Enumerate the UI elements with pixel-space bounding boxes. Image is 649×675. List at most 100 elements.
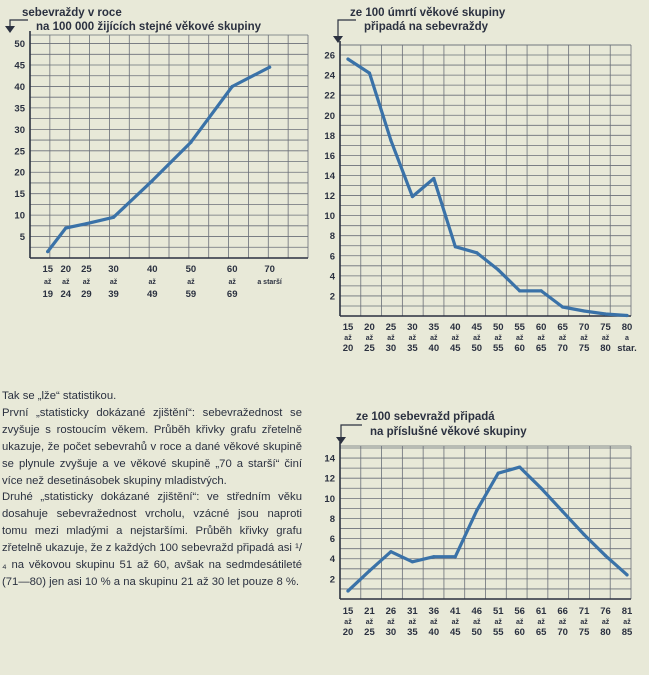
data-point <box>346 57 350 61</box>
x-tick-label-mid: až <box>537 335 545 342</box>
x-tick-label: 70 <box>579 322 590 333</box>
x-tick-label-bottom: 49 <box>147 289 158 300</box>
data-point <box>410 560 414 564</box>
x-tick-label-bottom: 35 <box>407 343 418 354</box>
x-tick-label-mid: až <box>387 335 395 342</box>
text-paragraph-1: První „statisticky dokázané zjištění“: s… <box>2 406 302 487</box>
x-tick-label: 21 <box>364 606 375 617</box>
chart-2-svg: ze 100 úmrtí věkové skupiny připadá na se… <box>324 7 637 354</box>
x-tick-label-mid: až <box>495 619 503 626</box>
x-tick-label-mid: až <box>559 335 567 342</box>
x-tick-label-bottom: 75 <box>579 343 590 354</box>
x-tick-label: 80 <box>622 322 633 333</box>
x-tick-label: 25 <box>81 264 92 275</box>
chart-title: ze 100 sebevražd připadá <box>356 411 495 423</box>
y-tick-label: 22 <box>324 91 335 102</box>
x-tick-label-bottom: 69 <box>227 289 238 300</box>
x-tick-label-bottom: 65 <box>536 343 547 354</box>
x-tick-label-mid: a starší <box>257 279 283 286</box>
x-tick-label-bottom: 39 <box>108 289 119 300</box>
y-tick-label: 30 <box>14 125 25 136</box>
x-tick-label-bottom: 70 <box>557 343 568 354</box>
data-point <box>150 179 154 183</box>
x-tick-label-bottom: 75 <box>579 627 590 638</box>
x-tick-label-mid: až <box>430 335 438 342</box>
data-point <box>475 251 479 255</box>
x-tick-label-bottom: 80 <box>600 343 611 354</box>
x-tick-label-mid: až <box>623 619 631 626</box>
x-tick-label-mid: až <box>516 335 524 342</box>
data-point <box>389 138 393 142</box>
y-tick-label: 14 <box>324 171 335 182</box>
x-tick-label-bottom: 65 <box>536 627 547 638</box>
x-tick-label-mid: až <box>559 619 567 626</box>
x-tick-label: 70 <box>264 264 275 275</box>
x-tick-label-mid: až <box>452 619 460 626</box>
x-tick-label: 30 <box>407 322 418 333</box>
chart-subtitle: na příslušné věkové skupiny <box>370 426 527 438</box>
data-point <box>111 215 116 219</box>
chart-3-svg: ze 100 sebevražd připadá na příslušné věk… <box>324 411 633 638</box>
x-tick-label: 45 <box>471 322 482 333</box>
data-point <box>625 573 629 577</box>
text-paragraph-2: Druhé „statisticky dokázané zjištění“: v… <box>2 491 302 588</box>
chart-grid <box>340 44 632 316</box>
data-line <box>46 65 272 254</box>
x-tick-label-bottom: 45 <box>450 343 461 354</box>
data-point <box>432 176 436 181</box>
chart-subtitle: na 100 000 žijících stejné věkové skupin… <box>36 21 262 33</box>
x-tick-label-bottom: star. <box>617 343 637 354</box>
y-tick-label: 4 <box>330 271 336 282</box>
x-tick-label-bottom: 59 <box>186 289 197 300</box>
x-tick-label-mid: až <box>344 335 352 342</box>
x-tick-label: 41 <box>450 606 461 617</box>
x-tick-label-bottom: 40 <box>429 627 440 638</box>
data-point <box>410 194 414 199</box>
x-tick-label: 61 <box>536 606 547 617</box>
data-point <box>389 550 393 554</box>
x-tick-label-bottom: 80 <box>600 627 611 638</box>
title-bracket <box>337 19 356 39</box>
x-tick-label-bottom: 25 <box>364 343 375 354</box>
data-point <box>496 268 500 272</box>
x-tick-label-mid: až <box>187 279 195 286</box>
y-tick-label: 12 <box>324 474 335 485</box>
chart-grid <box>30 34 309 258</box>
y-tick-label: 25 <box>14 146 25 157</box>
x-tick-label: 81 <box>622 606 633 617</box>
data-point <box>268 65 272 69</box>
x-tick-label-mid: až <box>580 619 588 626</box>
x-tick-label-bottom: 70 <box>557 627 568 638</box>
x-tick-label-mid: až <box>409 335 417 342</box>
x-tick-label: 51 <box>493 606 504 617</box>
chart-1-svg: sebevraždy v roce na 100 000 žijících ste… <box>5 7 309 300</box>
y-tick-label: 35 <box>14 103 25 114</box>
x-tick-label-bottom: 60 <box>514 343 525 354</box>
x-tick-label-mid: až <box>62 279 70 286</box>
x-tick-label-mid: až <box>229 279 237 286</box>
x-tick-label-bottom: 55 <box>493 343 504 354</box>
x-tick-label-mid: až <box>473 619 481 626</box>
x-tick-label: 31 <box>407 606 418 617</box>
x-tick-label-mid: až <box>344 619 352 626</box>
x-tick-label: 55 <box>514 322 525 333</box>
x-tick-label: 20 <box>364 322 375 333</box>
x-tick-label: 20 <box>61 264 72 275</box>
x-tick-label-bottom: 25 <box>364 627 375 638</box>
x-tick-label: 60 <box>227 264 238 275</box>
x-tick-label: 15 <box>42 264 53 275</box>
x-tick-label-mid: až <box>473 335 481 342</box>
data-point <box>582 532 586 537</box>
data-point <box>432 555 436 559</box>
y-tick-label: 20 <box>14 168 25 179</box>
data-point <box>603 554 608 558</box>
x-tick-label-bottom: 60 <box>514 627 525 638</box>
y-tick-label: 4 <box>330 554 336 565</box>
y-tick-label: 10 <box>324 211 335 222</box>
y-tick-label: 8 <box>330 514 335 525</box>
x-tick-label: 50 <box>493 322 504 333</box>
x-tick-label-mid: až <box>149 279 157 286</box>
x-tick-label-mid: až <box>537 619 545 626</box>
x-tick-label-bottom: 19 <box>42 289 53 300</box>
x-tick-label: 65 <box>557 322 568 333</box>
